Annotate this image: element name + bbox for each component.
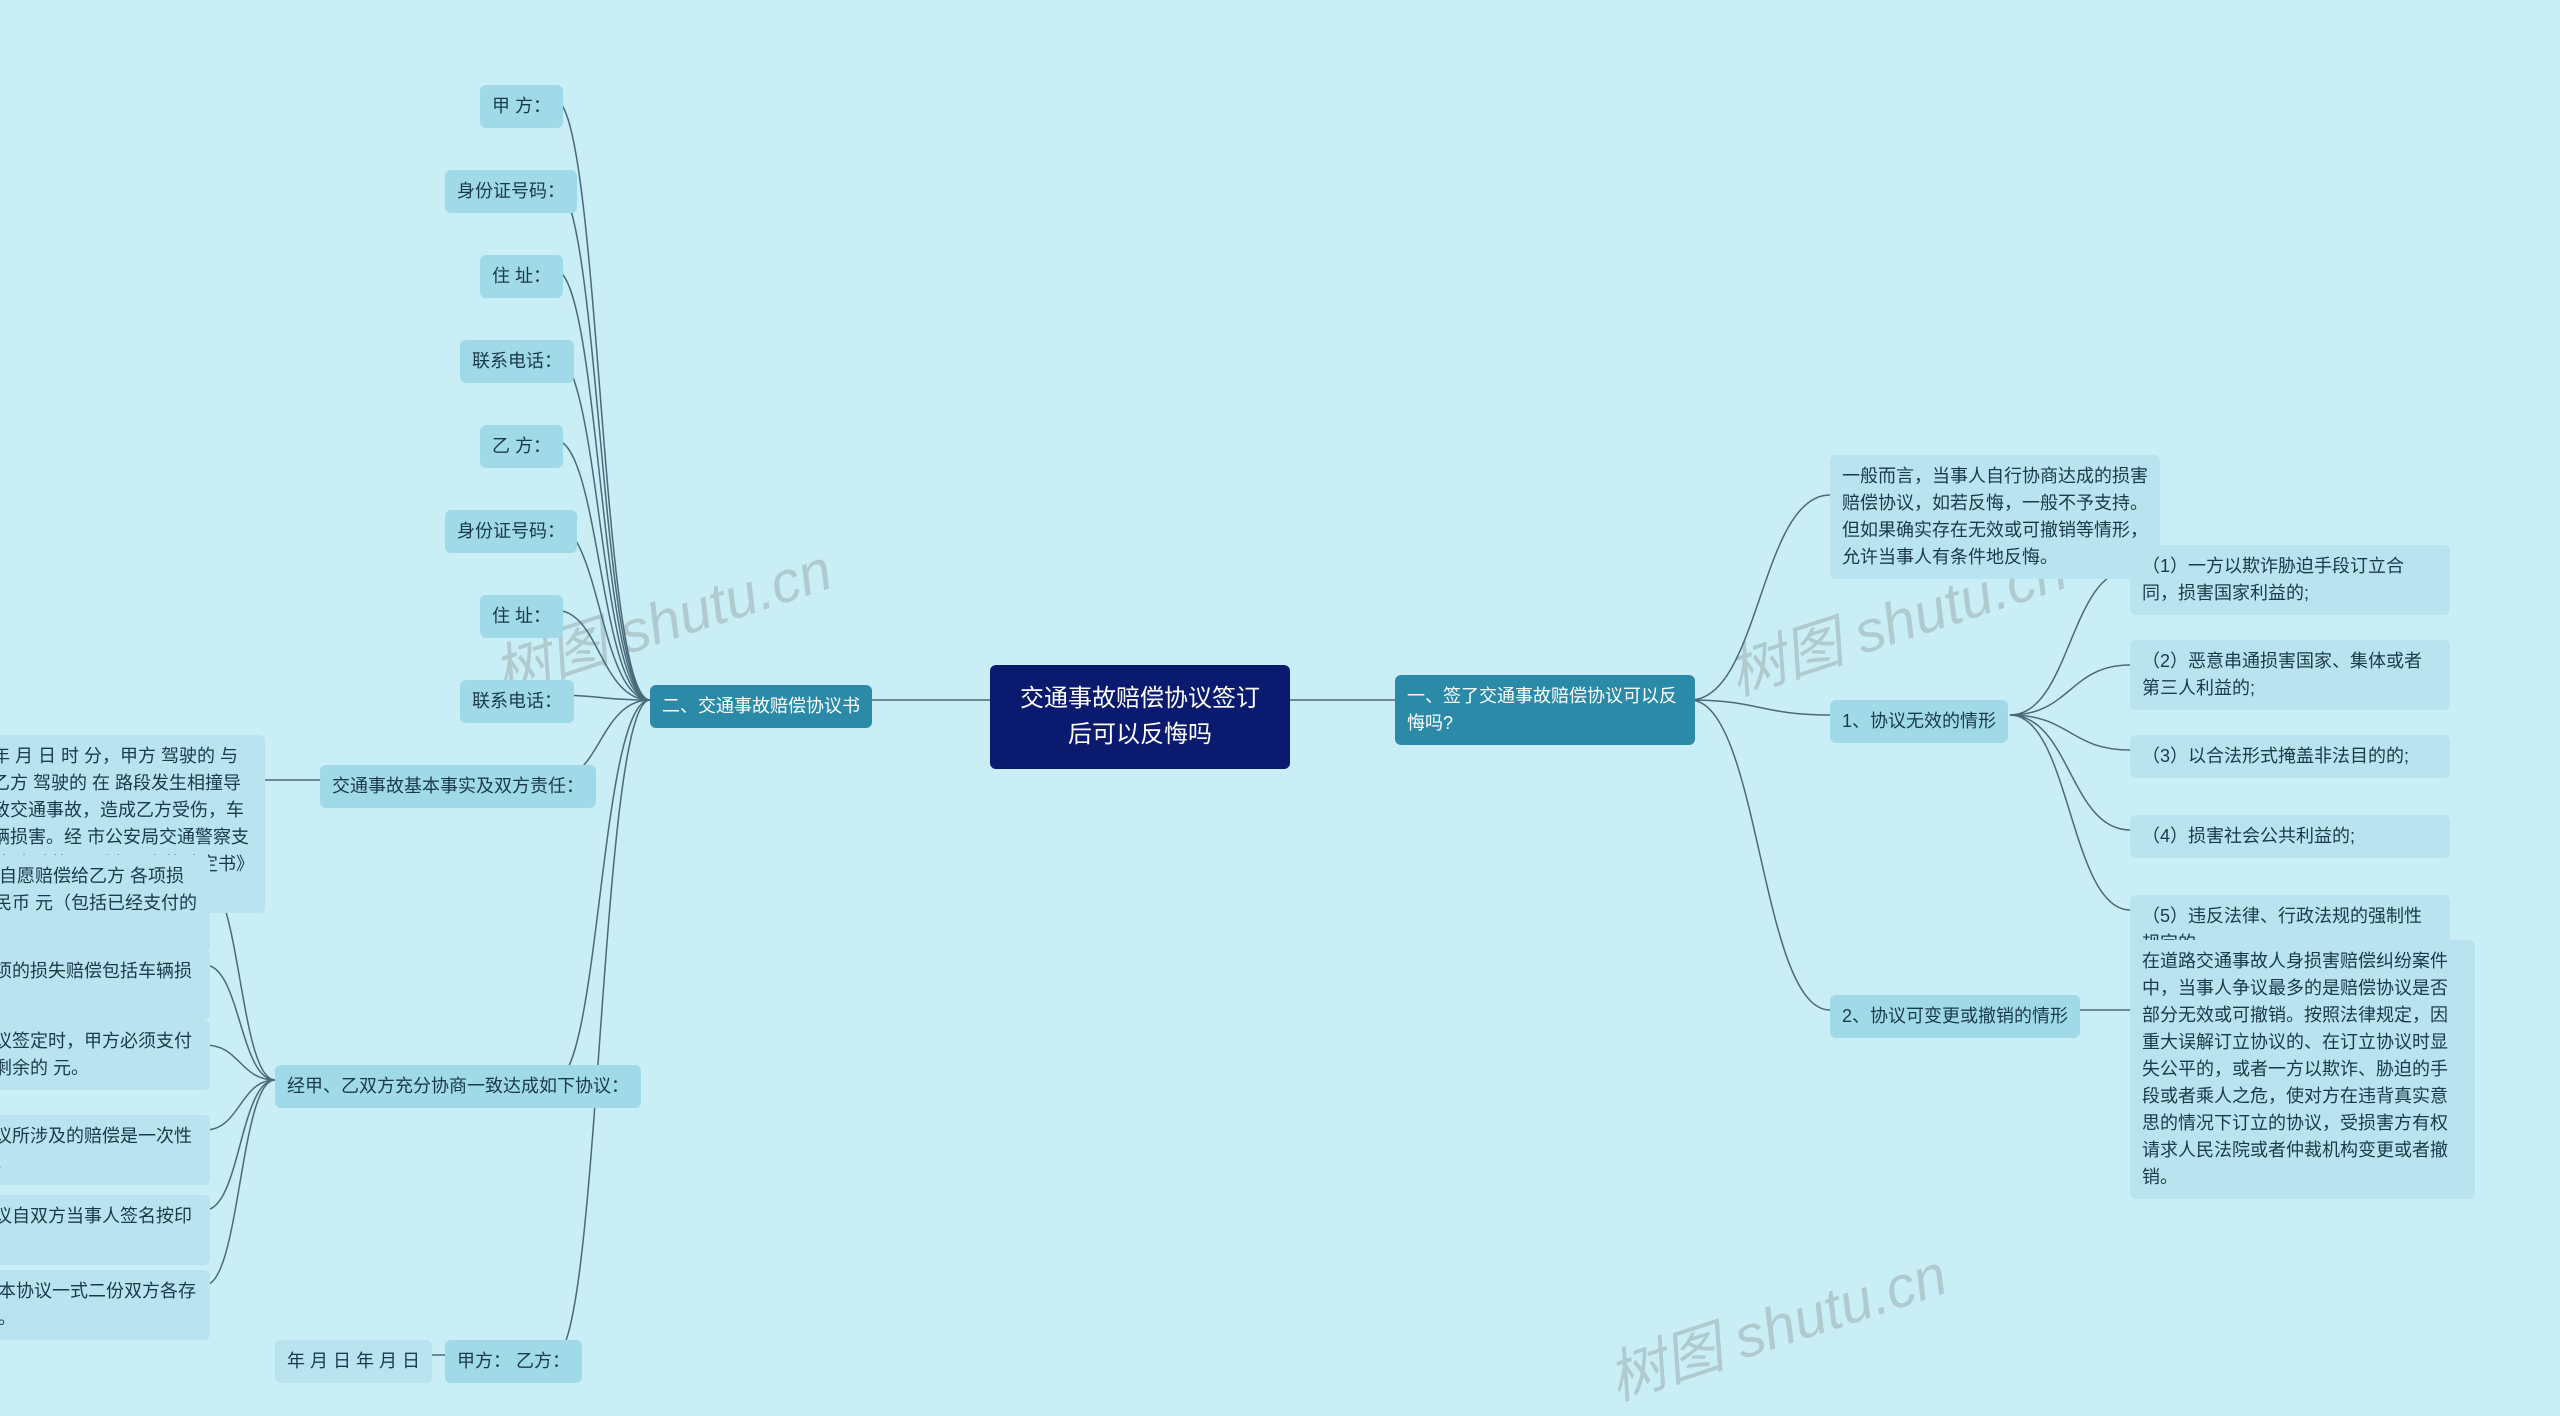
left-f7: 住 址： — [480, 595, 563, 638]
right-item3-text: 在道路交通事故人身损害赔偿纠纷案件中，当事人争议最多的是赔偿协议是否部分无效或可… — [2130, 940, 2475, 1199]
left-f8: 联系电话： — [460, 680, 574, 723]
left-f5: 乙 方： — [480, 425, 563, 468]
watermark: 树图 shutu.cn — [1596, 1228, 1956, 1416]
left-f10-a1: 一、甲方 自愿赔偿给乙方 各项损失共计人民币 元（包括已经支付的元）。 — [0, 855, 210, 952]
left-f2: 身份证号码： — [445, 170, 577, 213]
right-item2-label[interactable]: 1、协议无效的情形 — [1830, 700, 2008, 743]
left-f11-label[interactable]: 甲方： 乙方： — [445, 1340, 582, 1383]
right-item2-sub1: （1）一方以欺诈胁迫手段订立合同，损害国家利益的; — [2130, 545, 2450, 615]
right-item3-label[interactable]: 2、协议可变更或撤销的情形 — [1830, 995, 2080, 1038]
root-node[interactable]: 交通事故赔偿协议签订后可以反悔吗 — [990, 665, 1290, 769]
left-f6: 身份证号码： — [445, 510, 577, 553]
left-f10-a4: 四、本协议所涉及的赔偿是一次性终结赔偿。 — [0, 1115, 210, 1185]
right-item1: 一般而言，当事人自行协商达成的损害赔偿协议，如若反悔，一般不予支持。但如果确实存… — [1830, 455, 2160, 579]
branch-left-2[interactable]: 二、交通事故赔偿协议书 — [650, 685, 872, 728]
left-f11-text: 年 月 日 年 月 日 — [275, 1340, 432, 1383]
left-f10-a6: 六、本协议一式二份双方各存一份。 — [0, 1270, 210, 1340]
left-f1: 甲 方： — [480, 85, 563, 128]
left-f10-a5: 五、本协议自双方当事人签名按印后生效。 — [0, 1195, 210, 1265]
left-f4: 联系电话： — [460, 340, 574, 383]
branch-right-1[interactable]: 一、签了交通事故赔偿协议可以反悔吗? — [1395, 675, 1695, 745]
left-f10-label[interactable]: 经甲、乙双方充分协商一致达成如下协议： — [275, 1065, 641, 1108]
left-f9-label[interactable]: 交通事故基本事实及双方责任： — [320, 765, 596, 808]
left-f10-a2: 二、第一项的损失赔偿包括车辆损失赔偿。 — [0, 950, 210, 1020]
right-item2-sub4: （4）损害社会公共利益的; — [2130, 815, 2450, 858]
right-item2-sub2: （2）恶意串通损害国家、集体或者第三人利益的; — [2130, 640, 2450, 710]
right-item2-sub3: （3）以合法形式掩盖非法目的的; — [2130, 735, 2450, 778]
left-f10-a3: 三、本协议签定时，甲方必须支付给乙方所剩余的 元。 — [0, 1020, 210, 1090]
left-f3: 住 址： — [480, 255, 563, 298]
